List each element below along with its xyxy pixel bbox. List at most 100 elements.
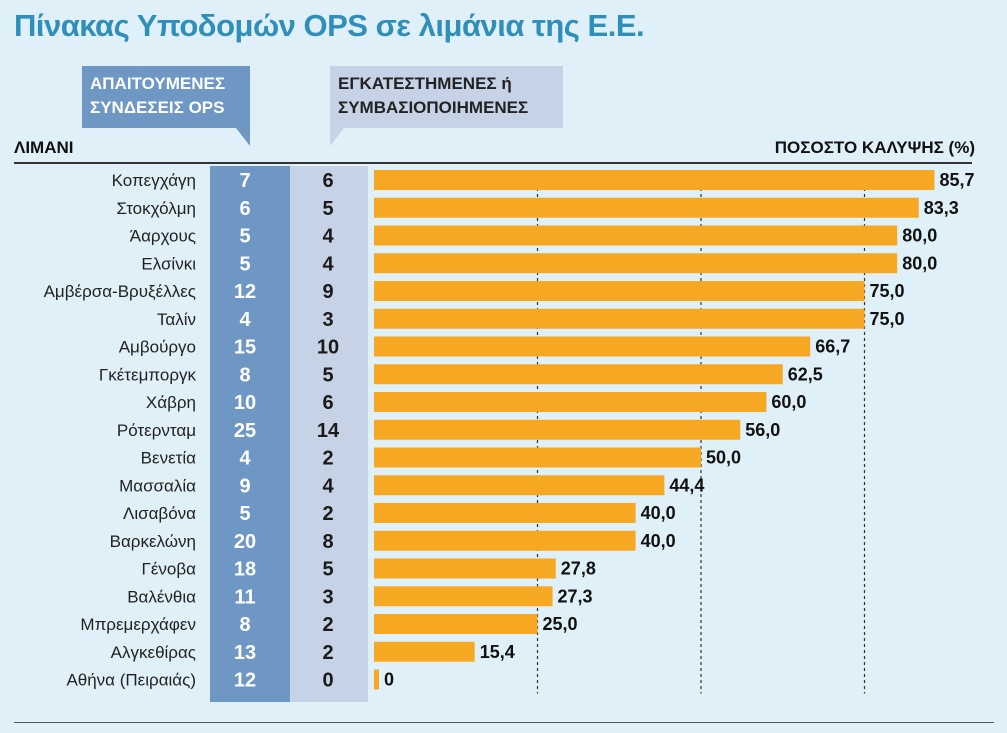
installed-value: 2 xyxy=(322,448,333,470)
required-header-line-2: ΣΥΝΔΕΣΕΙΣ OPS xyxy=(90,98,225,117)
coverage-bar xyxy=(374,308,865,329)
required-value: 5 xyxy=(239,503,250,525)
coverage-value-label: 85,7 xyxy=(939,170,974,190)
installed-value: 3 xyxy=(322,309,333,331)
coverage-column-header: ΠΟΣΟΣΤΟ ΚΑΛΥΨΗΣ (%) xyxy=(774,138,975,157)
installed-value: 2 xyxy=(322,614,333,636)
coverage-value-label: 56,0 xyxy=(745,420,780,440)
required-value: 9 xyxy=(239,475,250,497)
required-value: 13 xyxy=(234,642,256,664)
required-value: 11 xyxy=(234,586,255,608)
coverage-bar xyxy=(374,669,379,690)
coverage-value-label: 40,0 xyxy=(641,531,676,551)
coverage-bar xyxy=(374,503,636,523)
coverage-bar xyxy=(374,530,636,551)
port-label: Αμβούργο xyxy=(119,338,196,357)
installed-column-background xyxy=(290,166,368,702)
coverage-value-label: 83,3 xyxy=(924,198,959,218)
coverage-bar xyxy=(374,253,898,274)
port-label: Βαρκελώνη xyxy=(110,532,196,551)
coverage-bar xyxy=(374,558,556,579)
installed-connections-header: ΕΓΚΑΤΕΣΤΗΜΕΝΕΣ ή ΣΥΜΒΑΣΙΟΠΟΙΗΜΕΝΕΣ xyxy=(330,66,563,128)
required-value: 25 xyxy=(234,420,256,442)
coverage-bar xyxy=(374,225,898,246)
required-value: 12 xyxy=(234,281,256,303)
required-value: 15 xyxy=(234,337,256,359)
required-header-line-1: ΑΠΑΙΤΟΥΜΕΝΕΣ xyxy=(90,74,226,93)
required-value: 5 xyxy=(239,253,250,275)
installed-header-line-1: ΕΓΚΑΤΕΣΤΗΜΕΝΕΣ ή xyxy=(338,74,512,93)
required-connections-header: ΑΠΑΙΤΟΥΜΕΝΕΣ ΣΥΝΔΕΣΕΙΣ OPS xyxy=(82,66,250,128)
coverage-bar xyxy=(374,475,665,496)
installed-header-line-2: ΣΥΜΒΑΣΙΟΠΟΙΗΜΕΝΕΣ xyxy=(338,98,529,117)
required-value: 20 xyxy=(234,531,256,553)
coverage-bar xyxy=(374,447,701,468)
coverage-value-label: 75,0 xyxy=(870,281,905,301)
port-label: Ελσίνκι xyxy=(141,254,196,273)
port-label: Άαρχους xyxy=(130,227,196,246)
coverage-bar xyxy=(374,281,865,301)
port-label: Χάβρη xyxy=(146,393,196,412)
coverage-bar xyxy=(374,641,475,662)
ports-column-header: ΛΙΜΑΝΙ xyxy=(14,138,74,157)
required-value: 10 xyxy=(234,392,256,414)
coverage-bar xyxy=(374,364,783,385)
installed-value: 4 xyxy=(322,226,334,248)
required-value: 4 xyxy=(239,309,251,331)
installed-value: 4 xyxy=(322,253,334,275)
port-label: Μπρεμερχάφεν xyxy=(80,615,196,634)
coverage-bar xyxy=(374,419,741,440)
port-label: Κοπεγχάγη xyxy=(112,171,196,190)
port-label: Ρότερνταμ xyxy=(117,421,196,440)
installed-value: 2 xyxy=(322,642,333,664)
installed-value: 3 xyxy=(322,586,333,608)
installed-header-pointer xyxy=(330,128,344,146)
installed-value: 9 xyxy=(322,281,333,303)
port-label: Αλγκεθίρας xyxy=(111,643,196,662)
coverage-bar xyxy=(374,336,811,357)
port-label: Λισαβόνα xyxy=(123,504,196,523)
installed-value: 5 xyxy=(322,198,333,220)
port-label: Ταλίν xyxy=(157,310,196,329)
required-header-pointer xyxy=(236,128,250,146)
required-value: 5 xyxy=(239,226,250,248)
coverage-value-label: 80,0 xyxy=(902,226,937,246)
port-label: Βαλένθια xyxy=(127,587,196,606)
required-value: 8 xyxy=(239,364,250,386)
required-value: 12 xyxy=(234,670,256,692)
coverage-value-label: 25,0 xyxy=(543,614,578,634)
port-label: Γένοβα xyxy=(141,560,196,579)
required-value: 6 xyxy=(239,198,250,220)
installed-value: 4 xyxy=(322,475,334,497)
coverage-value-label: 40,0 xyxy=(641,503,676,523)
port-label: Γκέτεμποργκ xyxy=(99,365,197,384)
coverage-bar xyxy=(374,614,538,634)
port-label: Βενετία xyxy=(141,449,196,468)
port-label: Αθήνα (Πειραιάς) xyxy=(66,671,196,690)
coverage-value-label: 50,0 xyxy=(706,448,741,468)
header-divider xyxy=(14,162,972,164)
installed-value: 6 xyxy=(322,170,333,192)
installed-value: 2 xyxy=(322,503,333,525)
coverage-value-label: 27,3 xyxy=(558,586,593,606)
required-value: 7 xyxy=(239,170,250,192)
coverage-bar xyxy=(374,392,767,412)
port-label: Μασσαλία xyxy=(119,476,196,495)
coverage-value-label: 27,8 xyxy=(561,559,596,579)
installed-value: 5 xyxy=(322,364,333,386)
installed-value: 10 xyxy=(317,337,339,359)
coverage-bar xyxy=(374,170,935,190)
coverage-value-label: 0 xyxy=(384,670,394,690)
coverage-value-label: 80,0 xyxy=(902,253,937,273)
port-label: Στοκχόλμη xyxy=(117,199,196,218)
installed-value: 5 xyxy=(322,559,333,581)
installed-value: 8 xyxy=(322,531,333,553)
coverage-value-label: 62,5 xyxy=(788,364,823,384)
required-value: 8 xyxy=(239,614,250,636)
coverage-value-label: 66,7 xyxy=(815,337,850,357)
chart-title: Πίνακας Υποδομών OPS σε λιμάνια της Ε.Ε. xyxy=(14,8,645,43)
installed-value: 0 xyxy=(322,670,333,692)
coverage-value-label: 15,4 xyxy=(480,642,515,662)
coverage-bar xyxy=(374,197,919,218)
